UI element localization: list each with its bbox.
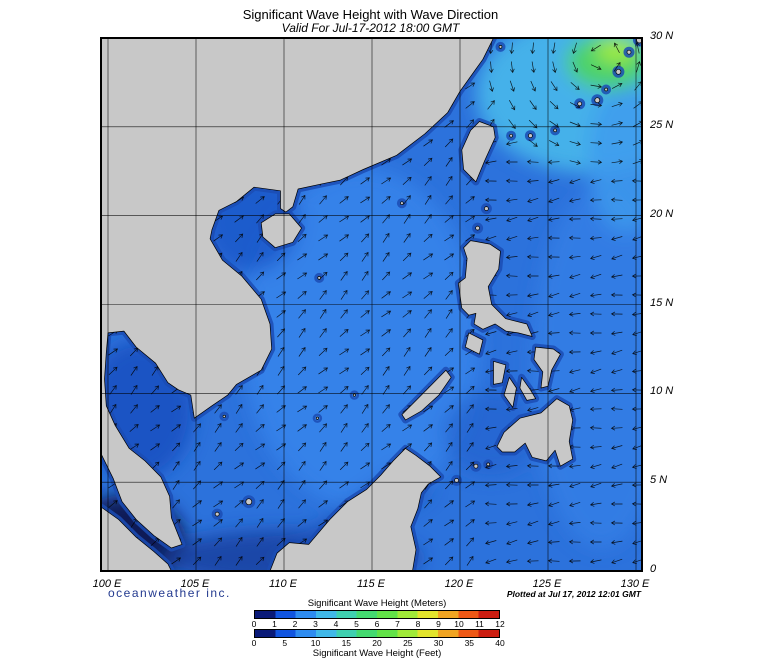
island	[245, 498, 253, 506]
legend-meters-ticks: 0 1 2 3 4 5 6 7 8 9 10 11 12	[251, 619, 505, 629]
legend-tick: 1	[272, 619, 277, 629]
legend-tick: 10	[454, 619, 464, 629]
legend-tick: 11	[475, 619, 484, 629]
land-polygon	[457, 240, 533, 337]
island	[626, 49, 632, 55]
lat-label: 10 N	[650, 385, 674, 398]
island	[484, 206, 489, 211]
island	[498, 45, 503, 49]
legend-tick: 35	[464, 638, 475, 648]
legend-feet-ticks: 0 5 10 15 20 25 30 35 40	[251, 638, 505, 648]
legend-tick: 3	[313, 619, 318, 629]
legend-tick: 5	[354, 619, 359, 629]
legend-tick: 2	[292, 619, 298, 629]
island	[315, 416, 319, 420]
legend-meters-colorbar	[254, 610, 500, 619]
legend-tick: 7	[395, 619, 400, 629]
land-polygon	[493, 360, 507, 385]
page-title: Significant Wave Height with Wave Direct…	[242, 7, 499, 22]
island	[528, 133, 533, 139]
land-polygon	[503, 376, 517, 408]
lat-label: 20 N	[650, 207, 674, 220]
lat-label: 0	[650, 563, 657, 575]
land-polygon	[401, 369, 452, 421]
island	[486, 462, 491, 467]
legend-tick: 5	[282, 638, 288, 648]
legend-tick: 25	[403, 638, 413, 648]
island	[604, 87, 608, 92]
legend-tick: 10	[310, 638, 321, 648]
lon-label: 110 E	[269, 578, 297, 590]
land-polygon	[101, 506, 172, 571]
island	[214, 511, 220, 517]
island	[615, 68, 622, 75]
legend-tick: 15	[341, 638, 352, 648]
lat-label: 25 N	[650, 118, 674, 131]
lon-label: 125 E	[532, 578, 562, 590]
lon-label: 100 E	[92, 578, 122, 590]
legend-tick: 8	[415, 619, 421, 629]
island	[594, 97, 601, 104]
island	[222, 414, 226, 419]
legend-tick: 20	[372, 638, 382, 648]
lat-label: 5 N	[650, 474, 668, 487]
lon-label: 115 E	[357, 578, 385, 590]
map-border	[101, 38, 642, 571]
legend-tick: 12	[495, 619, 505, 629]
land-polygon	[496, 398, 574, 467]
plotted-timestamp: Plotted at Jul 17, 2012 12:01 GMT	[506, 589, 641, 599]
island	[509, 133, 513, 138]
island	[577, 101, 583, 107]
lon-label: 120 E	[444, 578, 474, 590]
legend-tick: 6	[374, 619, 380, 629]
grid-lines	[101, 38, 642, 571]
legend-tick: 40	[495, 638, 505, 648]
land-polygon	[464, 332, 484, 355]
lat-label: 15 N	[650, 296, 674, 309]
island	[553, 128, 557, 133]
lon-label: 105 E	[180, 578, 210, 590]
legend-feet-colorbar	[254, 629, 500, 638]
legend-meters-title: Significant Wave Height (Meters)	[307, 598, 447, 609]
land-polygon	[519, 376, 537, 401]
land-polygon	[269, 448, 442, 571]
island	[352, 393, 356, 397]
land-polygon	[461, 121, 496, 183]
island	[454, 478, 459, 483]
lat-label: 30 N	[650, 30, 674, 42]
legend-tick: 0	[251, 638, 257, 648]
legend-tick: 9	[436, 619, 441, 629]
island	[400, 201, 404, 206]
legend-feet-title: Significant Wave Height (Feet)	[312, 648, 442, 659]
valid-time-subtitle: Valid For Jul-17-2012 18:00 GMT	[281, 21, 460, 35]
island	[475, 225, 480, 231]
island	[636, 38, 642, 44]
island	[317, 276, 322, 280]
land-masses	[101, 38, 642, 571]
oceanweather-logo-text: oceanweather inc.	[108, 586, 231, 600]
wave-height-map	[100, 37, 643, 572]
land-polygon	[260, 213, 302, 249]
island	[473, 463, 479, 469]
legend-tick: 0	[251, 619, 257, 629]
legend-tick: 30	[433, 638, 444, 648]
lon-label: 130 E	[620, 578, 650, 590]
land-polygon	[101, 38, 494, 549]
legend-tick: 4	[333, 619, 339, 629]
map-canvas	[101, 38, 642, 571]
